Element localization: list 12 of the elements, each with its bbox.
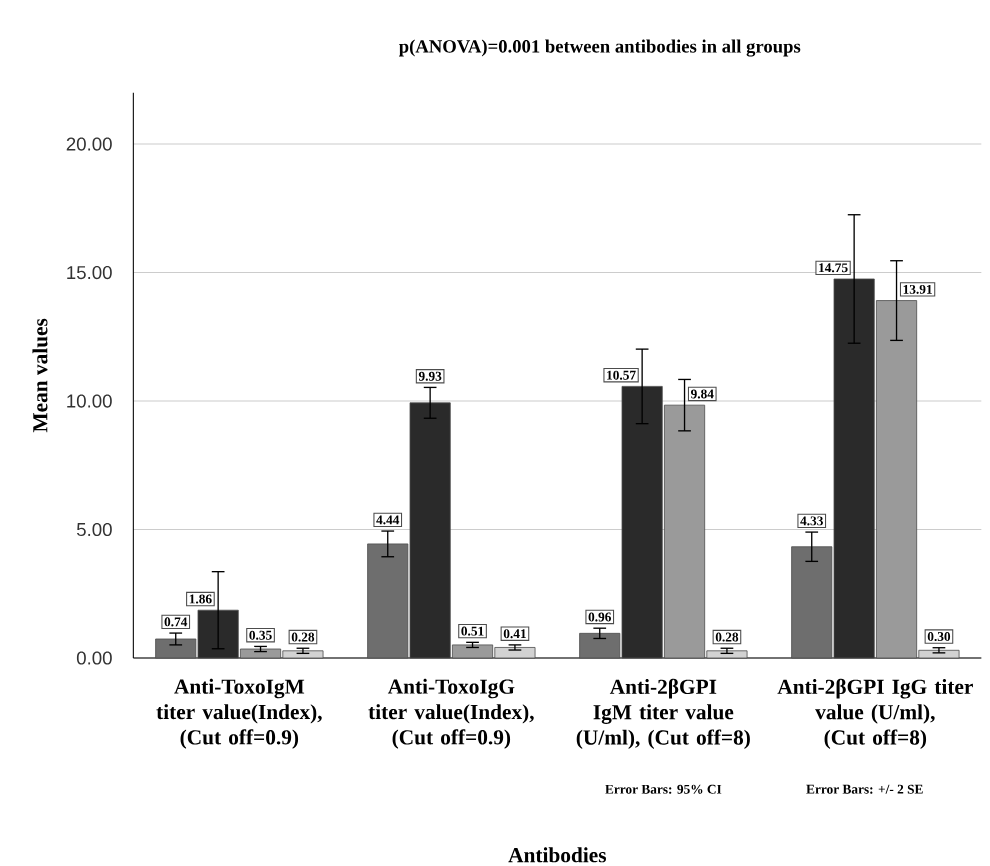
y-tick-label: 10.00 xyxy=(67,394,112,408)
y-tick-label: 20.00 xyxy=(66,137,112,151)
y-tick-label: 5.00 xyxy=(76,522,112,537)
chart-title: p(ANOVA)=0.001 between antibodies in all groups xyxy=(398,39,801,57)
y-tick-label: 0.00 xyxy=(76,651,112,665)
x-axis-title: Antibodies xyxy=(508,847,607,863)
x-tick-label: Anti-2βGPI IgM titer value (U/ml), (Cut off=8) xyxy=(576,678,750,750)
x-tick-label: Anti-ToxoIgG titer value(Index), (Cut off=0.9) xyxy=(368,678,534,749)
y-tick-label: 15.00 xyxy=(67,265,112,280)
x-tick-label: Anti-ToxoIgM titer value(Index), (Cut off=0.9) xyxy=(156,678,322,749)
y-axis-title: Mean values xyxy=(32,318,48,433)
x-tick-label: Anti-2βGPI IgG titer value (U/ml), (Cut off=8) xyxy=(777,678,973,750)
